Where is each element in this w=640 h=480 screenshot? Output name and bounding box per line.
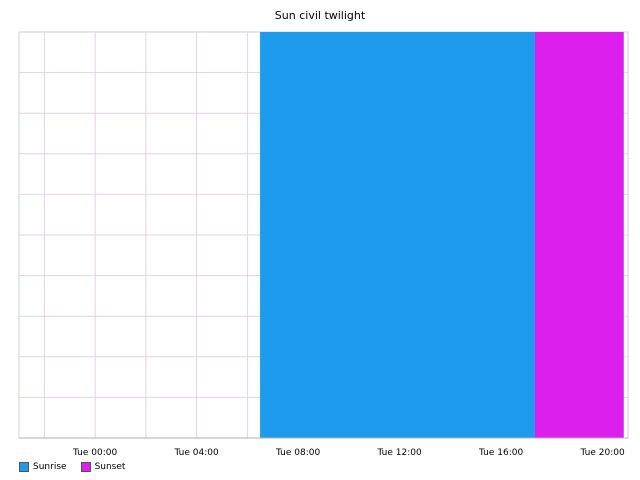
legend-label-sunset: Sunset (94, 462, 126, 472)
area-sunrise (260, 32, 535, 438)
legend-label-sunrise: Sunrise (33, 462, 67, 472)
x-tick-label: Tue 00:00 (72, 448, 117, 458)
legend-swatch-sunrise (19, 462, 29, 472)
legend-swatch-sunset (80, 462, 91, 472)
legend-item-sunset[interactable]: Sunset (80, 462, 126, 472)
x-tick-label: Tue 12:00 (377, 448, 422, 458)
x-axis-ticks: Tue 00:00 Tue 04:00 Tue 08:00 Tue 12:00 Tue … (72, 448, 625, 458)
legend: Sunrise Sunset (19, 462, 125, 472)
area-sunset (534, 32, 624, 438)
x-tick-label: Tue 16:00 (478, 448, 523, 458)
chart-title: Sun civil twilight (274, 9, 366, 22)
x-tick-label: Tue 04:00 (174, 448, 219, 458)
series-areas (260, 32, 624, 438)
x-tick-label: Tue 08:00 (275, 448, 320, 458)
legend-item-sunrise[interactable]: Sunrise (19, 462, 67, 472)
x-tick-label: Tue 20:00 (580, 448, 625, 458)
